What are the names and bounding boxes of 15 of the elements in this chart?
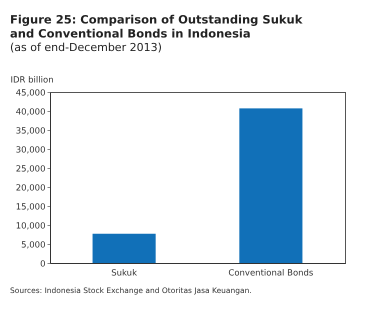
chart-subtitle: (as of end-December 2013): [10, 41, 162, 54]
chart-title: Figure 25: Comparison of Outstanding Sukuk and Conventional Bonds in Indonesia: [10, 12, 303, 40]
y-tick-label: 30,000: [16, 146, 46, 156]
y-tick-label: 15,000: [16, 202, 46, 212]
y-tick-label: 10,000: [16, 222, 46, 232]
y-tick-label: 45,000: [16, 88, 46, 98]
x-tick-label: Conventional Bonds: [228, 268, 314, 278]
y-tick-label: 5,000: [21, 240, 46, 250]
y-tick-label: 40,000: [16, 108, 46, 118]
y-tick-label: 20,000: [16, 184, 46, 194]
x-tick-label: Sukuk: [111, 268, 138, 278]
y-tick-label: 0: [40, 260, 46, 270]
y-axis-title: IDR billion: [10, 76, 54, 86]
y-tick-label: 25,000: [16, 164, 46, 174]
y-tick-label: 35,000: [16, 126, 46, 136]
